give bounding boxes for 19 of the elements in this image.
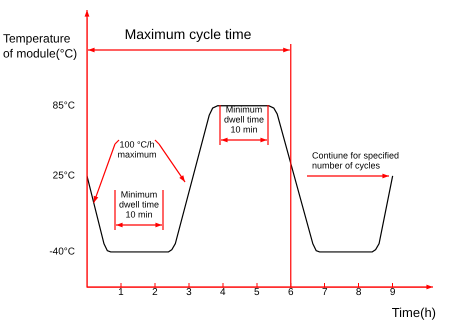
x-tick-label: 9 <box>390 286 396 298</box>
x-tick-label: 4 <box>220 286 226 298</box>
x-tick-label: 8 <box>356 286 362 298</box>
x-tick-label: 1 <box>118 286 124 298</box>
x-tick-label: 2 <box>152 286 158 298</box>
y-axis-title: Temperature of module(°C) <box>3 31 78 60</box>
x-tick-label: 7 <box>322 286 328 298</box>
x-tick-label: 5 <box>254 286 260 298</box>
annotation: Maximum cycle time <box>124 26 252 42</box>
y-tick-label: 25°C <box>52 170 75 182</box>
y-tick-label: -40°C <box>49 246 75 258</box>
x-tick-label: 6 <box>288 286 294 298</box>
x-tick-label: 3 <box>186 286 192 298</box>
annotation: Minimum dwell time 10 min <box>118 189 160 220</box>
annotation: Minimum dwell time 10 min <box>224 104 264 134</box>
y-tick-label: 85°C <box>52 100 75 112</box>
x-axis-title: Time(h) <box>392 305 436 320</box>
annotation: 100 °C/h maximum <box>117 139 157 160</box>
annotation: Contiune for specified number of cycles <box>312 150 400 170</box>
